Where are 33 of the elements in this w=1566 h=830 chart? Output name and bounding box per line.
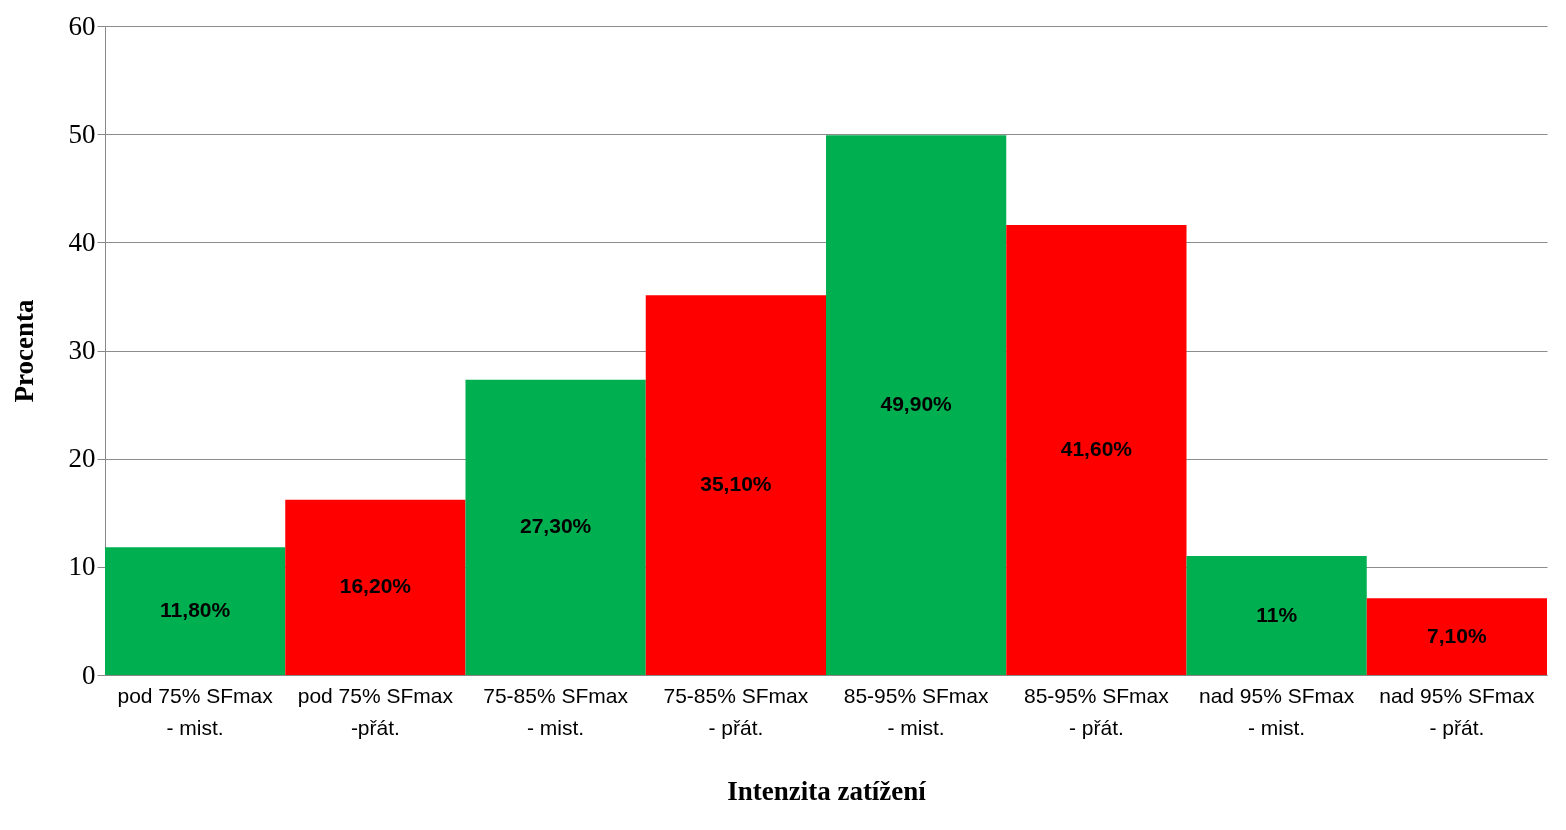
bar [285,499,466,675]
bar [826,135,1007,675]
y-tick-label: 50 [68,118,96,149]
data-label: 11% [1256,602,1298,626]
data-label: 41,60% [1060,437,1133,461]
x-tick-label: 85-95% SFmax - mist. [843,683,989,739]
bar [465,379,646,675]
y-tick-label: 20 [68,443,96,474]
x-tick-label: pod 75% SFmax -přát. [297,683,454,739]
y-tick-label: 40 [68,226,96,257]
x-tick-label: nad 95% SFmax - mist. [1199,683,1355,739]
bar [645,295,826,675]
data-label: 11,80% [160,598,231,622]
x-tick-label: 75-85% SFmax - mist. [483,683,629,739]
x-tick-label: 85-95% SFmax - přát. [1024,683,1170,739]
data-label: 27,30% [520,514,592,538]
bar [1186,556,1367,675]
data-label: 49,90% [880,392,953,416]
y-tick-label: 30 [68,335,96,365]
y-tick-label: 0 [82,659,96,690]
y-tick-label: 10 [68,551,96,582]
x-tick-label: nad 95% SFmax - přát. [1379,683,1535,739]
x-axis-title: Intenzita zatížení [727,775,927,806]
data-label: 35,10% [700,472,772,496]
y-axis-title: Procenta [8,299,39,403]
y-tick-label: 60 [68,10,96,41]
x-tick-label: pod 75% SFmax - mist. [117,683,274,739]
bar [105,547,286,675]
data-label: 7,10% [1427,623,1487,647]
x-tick-label: 75-85% SFmax - přát. [663,683,809,739]
bar [1006,225,1187,675]
data-label: 16,20% [339,574,412,598]
bar [1366,598,1547,675]
